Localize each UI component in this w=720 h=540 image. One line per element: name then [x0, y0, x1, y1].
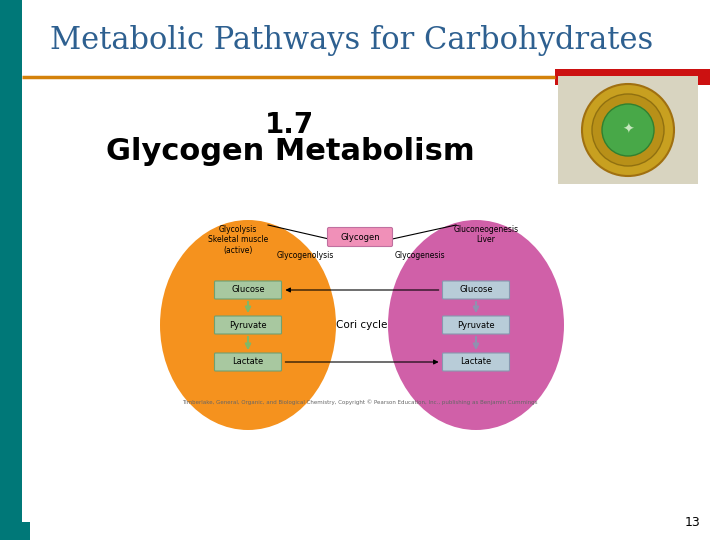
- Text: Glycogenolysis: Glycogenolysis: [276, 251, 333, 260]
- FancyBboxPatch shape: [215, 316, 282, 334]
- Text: Gluconeogenesis
Liver: Gluconeogenesis Liver: [454, 225, 518, 245]
- Text: Pyruvate: Pyruvate: [457, 321, 495, 329]
- Text: ✦: ✦: [622, 123, 634, 137]
- Bar: [0, 522, 30, 540]
- Text: Glycogen Metabolism: Glycogen Metabolism: [106, 138, 474, 166]
- Text: Glycogenesis: Glycogenesis: [395, 251, 445, 260]
- Circle shape: [582, 84, 674, 176]
- FancyBboxPatch shape: [215, 353, 282, 371]
- Text: Glycogen: Glycogen: [340, 233, 380, 241]
- Text: Lactate: Lactate: [233, 357, 264, 367]
- Text: 1.7: 1.7: [266, 111, 315, 139]
- Text: Pyruvate: Pyruvate: [229, 321, 267, 329]
- Text: Glycolysis
Skeletal muscle
(active): Glycolysis Skeletal muscle (active): [208, 225, 268, 255]
- FancyBboxPatch shape: [215, 281, 282, 299]
- Text: Lactate: Lactate: [460, 357, 492, 367]
- Text: Glucose: Glucose: [231, 286, 265, 294]
- FancyBboxPatch shape: [443, 353, 510, 371]
- FancyBboxPatch shape: [328, 227, 392, 246]
- Text: Glucose: Glucose: [459, 286, 492, 294]
- Ellipse shape: [388, 220, 564, 430]
- Bar: [558, 76, 698, 184]
- Text: Cori cycle: Cori cycle: [336, 320, 387, 330]
- Bar: [0, 0, 22, 540]
- Text: Timberlake, General, Organic, and Biological Chemistry, Copyright © Pearson Educ: Timberlake, General, Organic, and Biolog…: [182, 399, 538, 405]
- FancyBboxPatch shape: [443, 316, 510, 334]
- Text: 13: 13: [684, 516, 700, 529]
- Bar: [555, 69, 710, 85]
- Circle shape: [592, 94, 664, 166]
- Ellipse shape: [160, 220, 336, 430]
- Text: Metabolic Pathways for Carbohydrates: Metabolic Pathways for Carbohydrates: [50, 24, 653, 56]
- FancyBboxPatch shape: [443, 281, 510, 299]
- Circle shape: [602, 104, 654, 156]
